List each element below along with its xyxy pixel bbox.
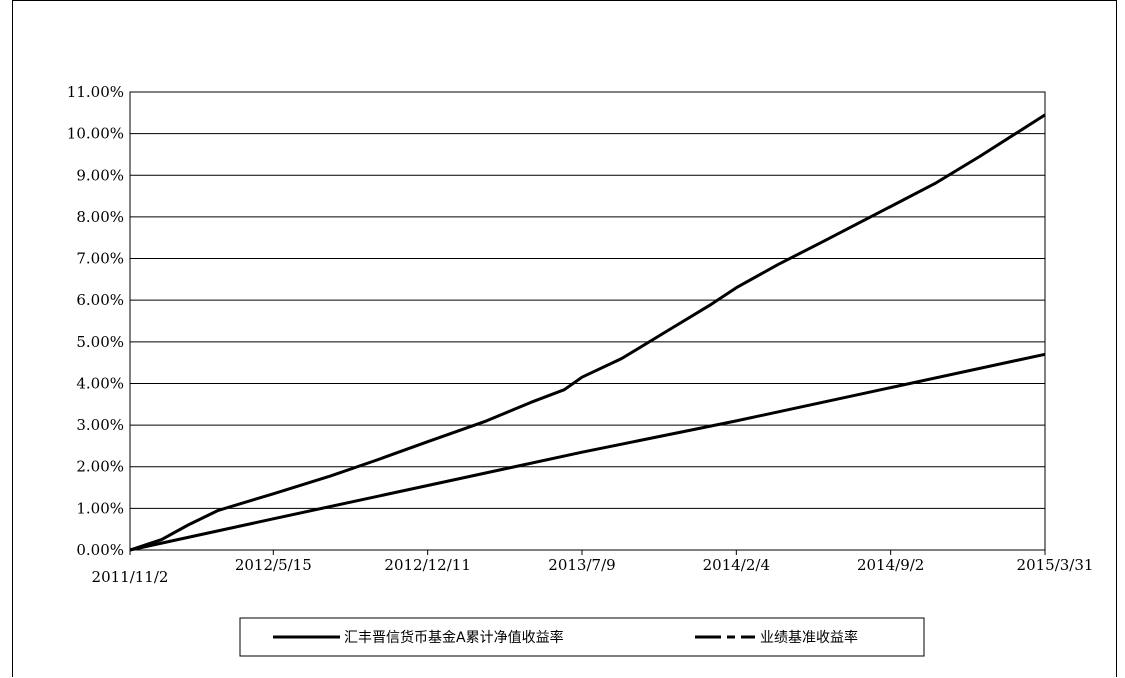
legend: 汇丰晋信货币基金A累计净值收益率 业绩基准收益率 bbox=[239, 617, 925, 657]
x-tick-label: 2014/2/4 bbox=[703, 556, 770, 574]
y-tick-label: 10.00% bbox=[67, 125, 124, 143]
line-chart: 0.00% 1.00% 2.00% 3.00% 4.00% 5.00% 6.00% 7.00%… bbox=[67, 83, 1094, 657]
series-layer bbox=[129, 113, 1046, 552]
y-tick-label: 6.00% bbox=[76, 291, 124, 309]
series-line-2 bbox=[129, 352, 1046, 552]
x-tick-label: 2012/12/11 bbox=[384, 556, 470, 574]
x-tick-labels: 2011/11/2 2012/5/15 2012/12/11 2013/7/9 2014… bbox=[92, 550, 1094, 586]
y-tick-label: 11.00% bbox=[67, 83, 124, 101]
legend-box bbox=[239, 617, 925, 657]
y-tick-label: 0.00% bbox=[76, 541, 124, 559]
y-tick-label: 4.00% bbox=[76, 374, 124, 392]
y-tick-label: 3.00% bbox=[76, 416, 124, 434]
y-tick-label: 7.00% bbox=[76, 250, 124, 268]
plot-area-border bbox=[129, 91, 1046, 551]
y-tick-label: 2.00% bbox=[76, 458, 124, 476]
y-tick-label: 8.00% bbox=[76, 208, 124, 226]
x-tick-label: 2013/7/9 bbox=[548, 556, 615, 574]
y-tick-label: 9.00% bbox=[76, 166, 124, 184]
axis-layer bbox=[129, 91, 1046, 551]
grid-layer bbox=[130, 91, 1045, 551]
y-tick-label: 5.00% bbox=[76, 333, 124, 351]
chart-frame: 0.00% 1.00% 2.00% 3.00% 4.00% 5.00% 6.00% 7.00%… bbox=[12, 0, 1117, 677]
legend-label-fund: 汇丰晋信货币基金A累计净值收益率 bbox=[344, 629, 564, 646]
y-tick-label: 1.00% bbox=[76, 499, 124, 517]
x-tick-label: 2015/3/31 bbox=[1017, 556, 1094, 574]
x-tick-label: 2012/5/15 bbox=[235, 556, 312, 574]
x-tick-label: 2014/9/2 bbox=[857, 556, 924, 574]
y-tick-labels: 0.00% 1.00% 2.00% 3.00% 4.00% 5.00% 6.00% 7.00%… bbox=[67, 83, 124, 559]
x-tick-label: 2011/11/2 bbox=[92, 568, 169, 586]
series-line-1 bbox=[129, 113, 1046, 552]
legend-label-benchmark: 业绩基准收益率 bbox=[760, 629, 858, 646]
